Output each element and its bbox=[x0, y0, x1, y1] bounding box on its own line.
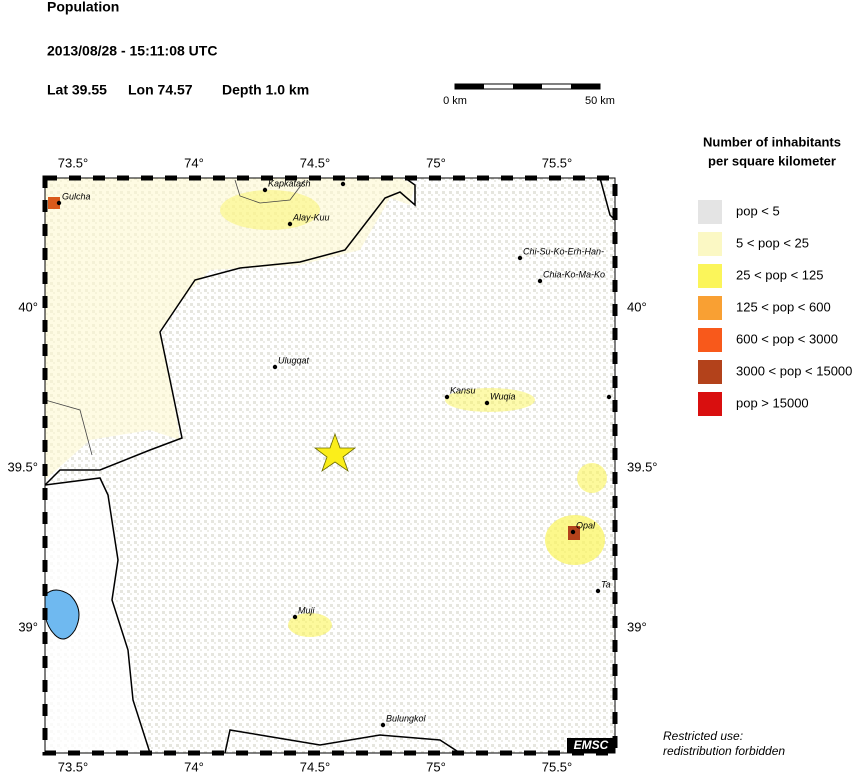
place-dot bbox=[595, 588, 601, 594]
title: Population bbox=[47, 0, 119, 15]
legend-swatch bbox=[698, 360, 722, 384]
legend-swatch bbox=[698, 296, 722, 320]
legend-label: 3000 < pop < 15000 bbox=[736, 363, 852, 378]
place-dot bbox=[287, 221, 293, 227]
lat-label: 39° bbox=[18, 619, 38, 634]
map bbox=[45, 178, 615, 753]
place-dot bbox=[262, 187, 268, 193]
place-dot bbox=[517, 255, 523, 261]
place-dot bbox=[340, 181, 346, 187]
lon-label: 75° bbox=[426, 155, 446, 170]
place-label: Chi-Su-Ko-Erh-Han- bbox=[523, 246, 604, 256]
lon-label: 75.5° bbox=[542, 155, 573, 170]
lon-label: 75.5° bbox=[542, 759, 573, 774]
legend-swatch bbox=[698, 232, 722, 256]
legend-label: pop < 5 bbox=[736, 203, 780, 218]
datetime: 2013/08/28 - 15:11:08 UTC bbox=[47, 43, 217, 59]
footer: redistribution forbidden bbox=[663, 744, 785, 758]
place-dot bbox=[272, 364, 278, 370]
legend-label: 125 < pop < 600 bbox=[736, 299, 831, 314]
place-dot bbox=[484, 400, 490, 406]
place-dot bbox=[606, 394, 612, 400]
place-label: Chia-Ko-Ma-Ko bbox=[543, 269, 605, 279]
place-label: Kansu bbox=[450, 385, 476, 395]
legend-swatch bbox=[698, 392, 722, 416]
lat-label: 40° bbox=[627, 299, 647, 314]
place-dot bbox=[380, 722, 386, 728]
place-dot bbox=[537, 278, 543, 284]
lon-label: 74.5° bbox=[300, 155, 331, 170]
legend-title: per square kilometer bbox=[708, 153, 836, 168]
place-label: Bulungkol bbox=[386, 713, 427, 723]
lat-label: 39.5° bbox=[7, 459, 38, 474]
legend-label: pop > 15000 bbox=[736, 395, 809, 410]
legend-swatch bbox=[698, 200, 722, 224]
place-label: Alay-Kuu bbox=[292, 212, 330, 222]
lon-label: 73.5° bbox=[58, 759, 89, 774]
place-dot bbox=[56, 200, 62, 206]
legend-swatch bbox=[698, 328, 722, 352]
depth: Depth 1.0 km bbox=[222, 82, 309, 98]
lat-label: 39° bbox=[627, 619, 647, 634]
place-dot bbox=[570, 529, 576, 535]
scale-right: 50 km bbox=[585, 95, 615, 107]
legend-label: 600 < pop < 3000 bbox=[736, 331, 838, 346]
place-label: Kapkatash bbox=[268, 178, 311, 188]
legend-label: 5 < pop < 25 bbox=[736, 235, 809, 250]
lon-label: 73.5° bbox=[58, 155, 89, 170]
legend-title: Number of inhabitants bbox=[703, 134, 841, 149]
lat: Lat 39.55 bbox=[47, 82, 107, 98]
badge: EMSC bbox=[574, 738, 609, 752]
place-dot bbox=[444, 394, 450, 400]
place-label: Gulcha bbox=[62, 191, 91, 201]
place-label: Muji bbox=[298, 605, 316, 615]
place-dot bbox=[292, 614, 298, 620]
lon-label: 74° bbox=[184, 155, 204, 170]
legend-swatch bbox=[698, 264, 722, 288]
place-label: Ta bbox=[601, 579, 611, 589]
lat-label: 39.5° bbox=[627, 459, 658, 474]
scale-left: 0 km bbox=[443, 95, 467, 107]
place-label: Wuqia bbox=[490, 391, 516, 401]
scale-bar: 0 km 50 km bbox=[443, 83, 615, 107]
legend-label: 25 < pop < 125 bbox=[736, 267, 823, 282]
place-label: Opal bbox=[576, 520, 596, 530]
lon-label: 74.5° bbox=[300, 759, 331, 774]
lat-label: 40° bbox=[18, 299, 38, 314]
footer: Restricted use: bbox=[663, 729, 743, 743]
lon-label: 74° bbox=[184, 759, 204, 774]
lon-label: 75° bbox=[426, 759, 446, 774]
lon: Lon 74.57 bbox=[128, 82, 193, 98]
place-label: Ulugqat bbox=[278, 355, 310, 365]
